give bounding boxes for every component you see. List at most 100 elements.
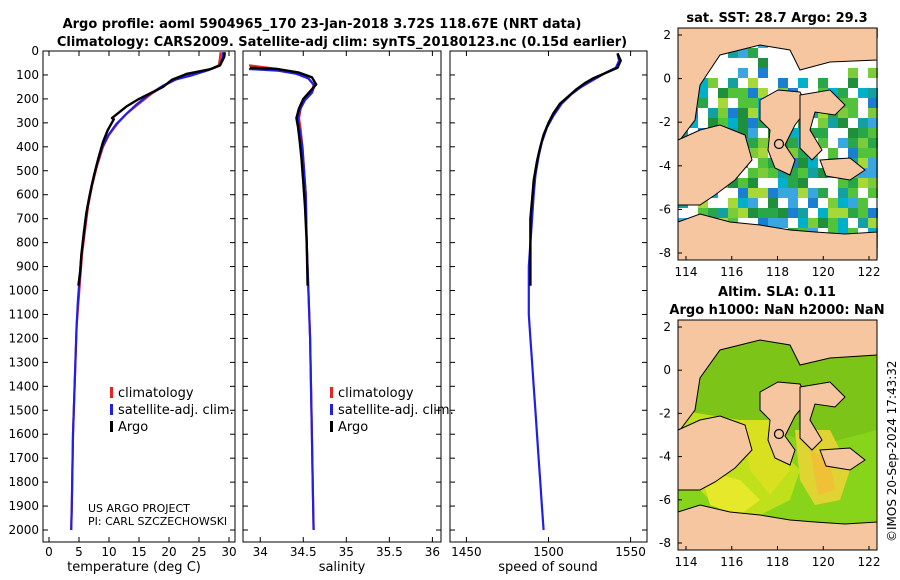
- series-line-satellite-adj-clim-: [248, 67, 316, 531]
- sst-cell: [748, 178, 758, 188]
- depth-tick-label: 100: [16, 68, 39, 82]
- salinity-ticks: 34 34.5 35 35.5 36: [243, 50, 441, 559]
- sst-cell: [858, 198, 868, 208]
- sst-cell: [858, 88, 868, 98]
- sst-cell: [718, 208, 728, 218]
- map-x-tick-label: 120: [812, 265, 835, 279]
- sst-cell: [848, 128, 858, 138]
- sst-cell: [868, 68, 878, 78]
- sst-cell: [788, 128, 798, 138]
- temperature-ticks: 0 5 10 15 20 25 300100200300400500600700800900…: [8, 44, 236, 559]
- map-y-tick-label: 0: [663, 363, 671, 377]
- x-tick-label: 5: [75, 545, 83, 559]
- map-x-tick-label: 116: [720, 555, 743, 569]
- sst-cell: [838, 228, 848, 238]
- sst-cell: [748, 108, 758, 118]
- sst-cell: [868, 158, 878, 168]
- sst-cell: [808, 188, 818, 198]
- sst-cell: [738, 98, 748, 108]
- sst-cell: [868, 108, 878, 118]
- sst-cell: [848, 108, 858, 118]
- sst-cell: [798, 178, 808, 188]
- x-tick-label: 36: [425, 545, 440, 559]
- sst-cell: [788, 168, 798, 178]
- depth-tick-label: 800: [16, 236, 39, 250]
- sst-cell: [698, 98, 708, 108]
- sst-cell: [778, 208, 788, 218]
- x-tick-label: 1550: [615, 545, 646, 559]
- temperature-series: [70, 52, 226, 531]
- sst-cell: [818, 218, 828, 228]
- sst-cell: [858, 148, 868, 158]
- temperature-plot-frame: [42, 50, 236, 543]
- depth-tick-label: 1700: [8, 451, 39, 465]
- salinity-plot-frame: [242, 50, 442, 543]
- sst-cell: [738, 48, 748, 58]
- map-y-tick-label: -2: [659, 115, 671, 129]
- sst-cell: [838, 88, 848, 98]
- map-x-tick-label: 114: [675, 265, 698, 279]
- sst-cell: [728, 88, 738, 98]
- sst-cell: [798, 158, 808, 168]
- sst-cell: [858, 118, 868, 128]
- depth-tick-label: 400: [16, 140, 39, 154]
- sst-cell: [788, 138, 798, 148]
- sst-cell: [708, 208, 718, 218]
- sst-cell: [818, 188, 828, 198]
- sst-cell: [718, 118, 728, 128]
- legend-label-argo: Argo: [118, 420, 148, 435]
- map-x-tick-label: 116: [720, 265, 743, 279]
- sla-map-title-2: Argo h1000: NaN h2000: NaN: [669, 303, 884, 318]
- sst-cell: [818, 208, 828, 218]
- sst-cell: [818, 118, 828, 128]
- sst-cell: [738, 178, 748, 188]
- depth-tick-label: 2000: [8, 523, 39, 537]
- sst-cell: [858, 158, 868, 168]
- sst-cell: [808, 198, 818, 208]
- sst-map-ticks: 114 116 118 120 122 2 0 -2 -4 -6 -8: [659, 28, 880, 279]
- legend-swatch-argo: [330, 421, 333, 432]
- sst-cell: [848, 148, 858, 158]
- sst-cell: [698, 208, 708, 218]
- sst-cell: [848, 188, 858, 198]
- sst-cell: [838, 178, 848, 188]
- legend-label-climatology: climatology: [338, 386, 414, 401]
- sst-cell: [868, 98, 878, 108]
- sst-cell: [808, 168, 818, 178]
- sst-cell: [708, 108, 718, 118]
- sst-map-title: sat. SST: 28.7 Argo: 29.3: [686, 11, 867, 26]
- figure-title-line-1: Argo profile: aoml 5904965_170 23-Jan-20…: [63, 17, 582, 32]
- depth-tick-label: 0: [31, 44, 39, 58]
- sst-cell: [708, 78, 718, 88]
- sst-cell: [728, 118, 738, 128]
- depth-tick-label: 500: [16, 164, 39, 178]
- depth-tick-label: 200: [16, 92, 39, 106]
- salinity-series: [248, 64, 318, 531]
- salinity-legend: climatology satellite-adj. clim. Argo: [330, 386, 454, 435]
- sst-cell: [788, 198, 798, 208]
- sla-map-ticks: 114 116 118 120 122 2 0 -2 -4 -6 -8: [659, 320, 880, 569]
- sst-cell: [868, 168, 878, 178]
- sst-cell: [758, 148, 768, 158]
- series-line-argo: [77, 52, 226, 286]
- legend-swatch-satellite: [330, 404, 333, 415]
- sst-cell: [738, 108, 748, 118]
- sst-cell: [798, 208, 808, 218]
- sst-cell: [808, 128, 818, 138]
- sst-cell: [698, 88, 708, 98]
- sst-cell: [788, 188, 798, 198]
- sst-cell: [748, 208, 758, 218]
- x-tick-label: 10: [101, 545, 116, 559]
- sst-cell: [718, 98, 728, 108]
- sst-cell: [858, 168, 868, 178]
- sst-cell: [738, 208, 748, 218]
- x-tick-label: 20: [161, 545, 176, 559]
- sst-cell: [828, 118, 838, 128]
- sla-map-title-1: Altim. SLA: 0.11: [718, 285, 836, 300]
- sst-cell: [758, 208, 768, 218]
- map-y-tick-label: 0: [663, 72, 671, 86]
- map-y-tick-label: -2: [659, 406, 671, 420]
- sst-cell: [728, 48, 738, 58]
- map-x-tick-label: 118: [766, 555, 789, 569]
- sst-cell: [788, 148, 798, 158]
